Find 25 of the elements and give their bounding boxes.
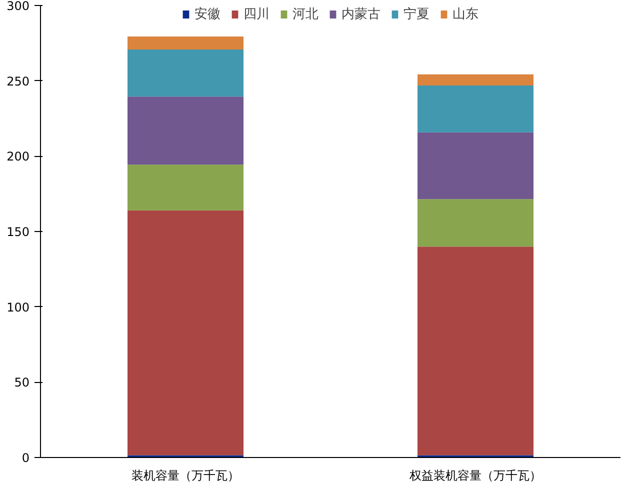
bar <box>418 199 534 247</box>
bar <box>128 96 244 165</box>
y-tick-label: 50 <box>14 376 30 390</box>
bar <box>418 86 534 132</box>
y-tick-label: 0 <box>22 451 30 465</box>
y-tick-label: 150 <box>6 225 30 239</box>
legend-label: 内蒙古 <box>342 6 380 23</box>
x-tick-label: 装机容量（万千瓦） <box>132 468 240 482</box>
bar <box>128 36 244 50</box>
x-tick-label: 权益装机容量（万千瓦） <box>408 468 542 482</box>
y-tick-label: 250 <box>6 74 30 88</box>
legend-label: 河北 <box>292 6 318 23</box>
y-tick-label: 300 <box>6 0 30 13</box>
legend-label: 宁夏 <box>404 6 430 23</box>
bar <box>418 132 534 200</box>
y-tick-label: 100 <box>6 300 30 314</box>
legend-label: 安徽 <box>194 6 220 23</box>
bar <box>418 74 534 86</box>
legend-label: 四川 <box>244 6 270 23</box>
y-tick-label: 200 <box>6 150 30 164</box>
bar <box>128 164 244 210</box>
bar <box>128 210 244 456</box>
legend-label: 山东 <box>452 6 478 23</box>
bar <box>418 246 534 456</box>
bar <box>128 49 244 97</box>
